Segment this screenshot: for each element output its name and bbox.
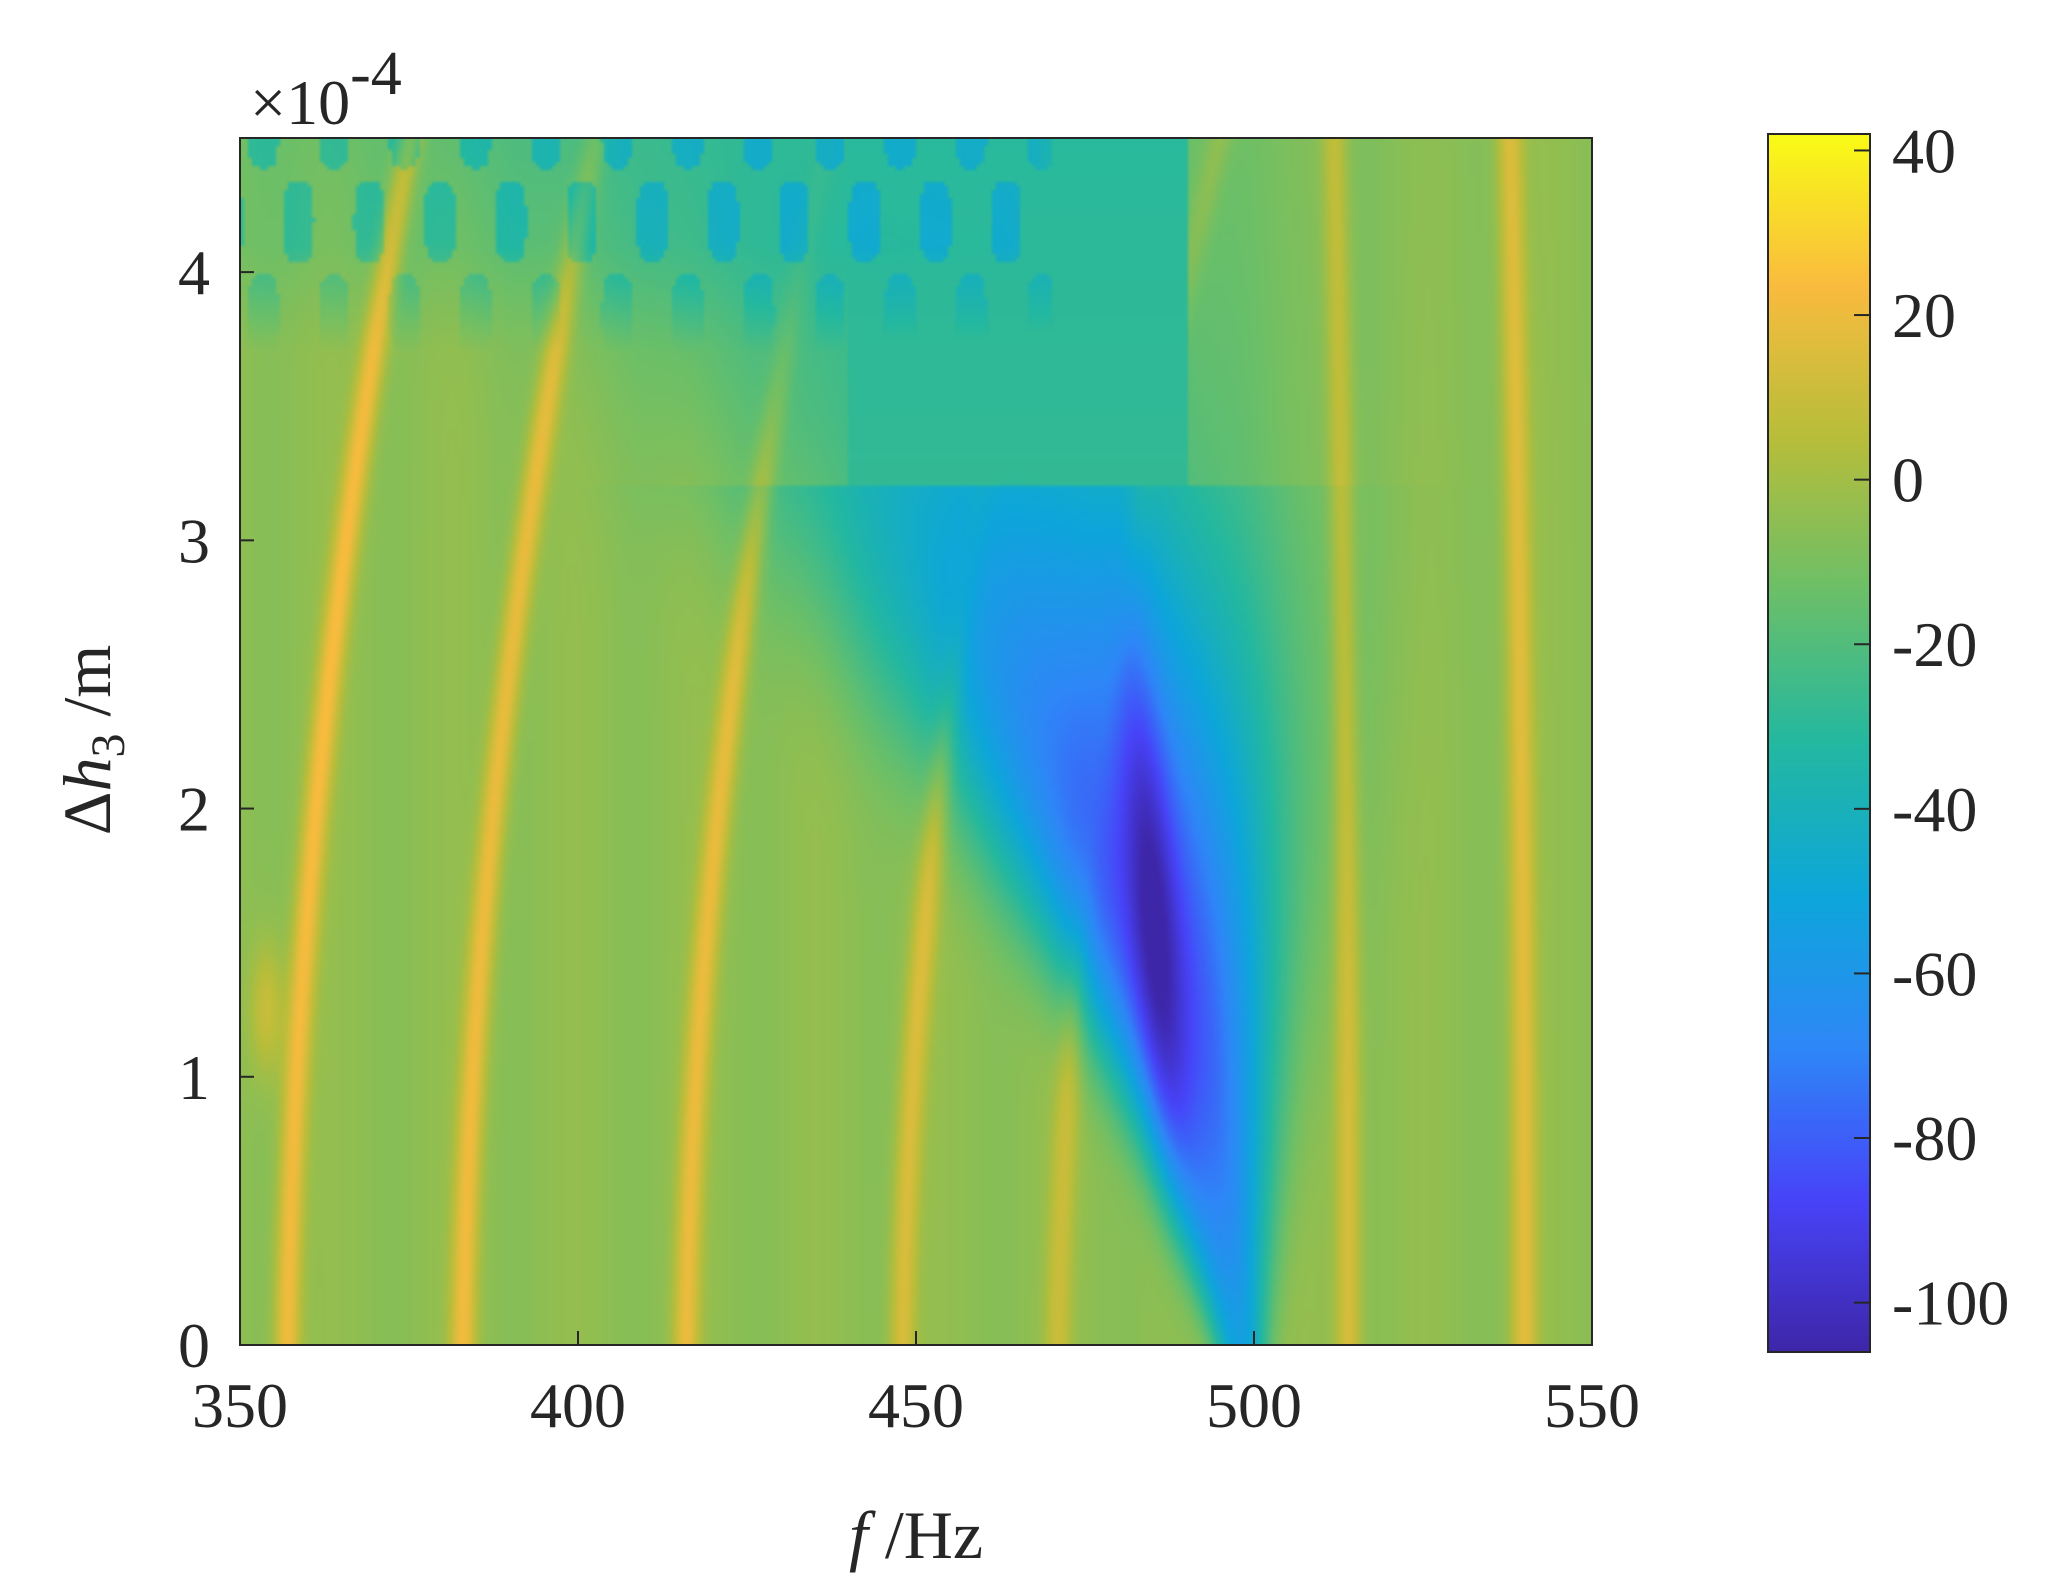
colorbar-tick-label: 40 [1892, 115, 1956, 186]
colorbar-tick-label: -100 [1892, 1268, 2009, 1339]
y-tick-label: 3 [178, 505, 210, 576]
y-tick-label: 2 [178, 774, 210, 845]
colorbar-frame [1767, 133, 1871, 1353]
colorbar-tick-label: -80 [1892, 1103, 1977, 1174]
y-tick-label: 1 [178, 1042, 210, 1113]
plot-area [239, 137, 1593, 1346]
x-tick-label: 400 [530, 1370, 626, 1441]
y-axis: 0 1 2 3 4 [178, 237, 254, 1381]
heatmap-image [240, 138, 1592, 1345]
x-tick-label: 500 [1206, 1370, 1302, 1441]
colorbar: 40 20 0 -20 -40 -60 -80 -100 [1767, 115, 2009, 1353]
colorbar-ticks: 40 20 0 -20 -40 -60 -80 -100 [1854, 115, 2009, 1339]
x-tick-label: 350 [192, 1370, 288, 1441]
colorbar-fill [1768, 134, 1870, 1352]
colorbar-tick-label: 20 [1892, 280, 1956, 351]
x-axis: 350 400 450 500 550 [192, 1331, 1640, 1441]
x-tick-label: 550 [1544, 1370, 1640, 1441]
colorbar-tick-label: -40 [1892, 774, 1977, 845]
colorbar-tick-label: -60 [1892, 938, 1977, 1009]
colorbar-tick-label: -20 [1892, 609, 1977, 680]
y-axis-multiplier: ×10-4 [250, 40, 402, 138]
y-tick-label: 0 [178, 1310, 210, 1381]
y-tick-label: 4 [178, 237, 210, 308]
y-axis-label: Δh3 /m [49, 645, 135, 836]
x-axis-label: f /Hz [849, 1497, 983, 1573]
colorbar-tick-label: 0 [1892, 445, 1924, 516]
x-tick-label: 450 [868, 1370, 964, 1441]
